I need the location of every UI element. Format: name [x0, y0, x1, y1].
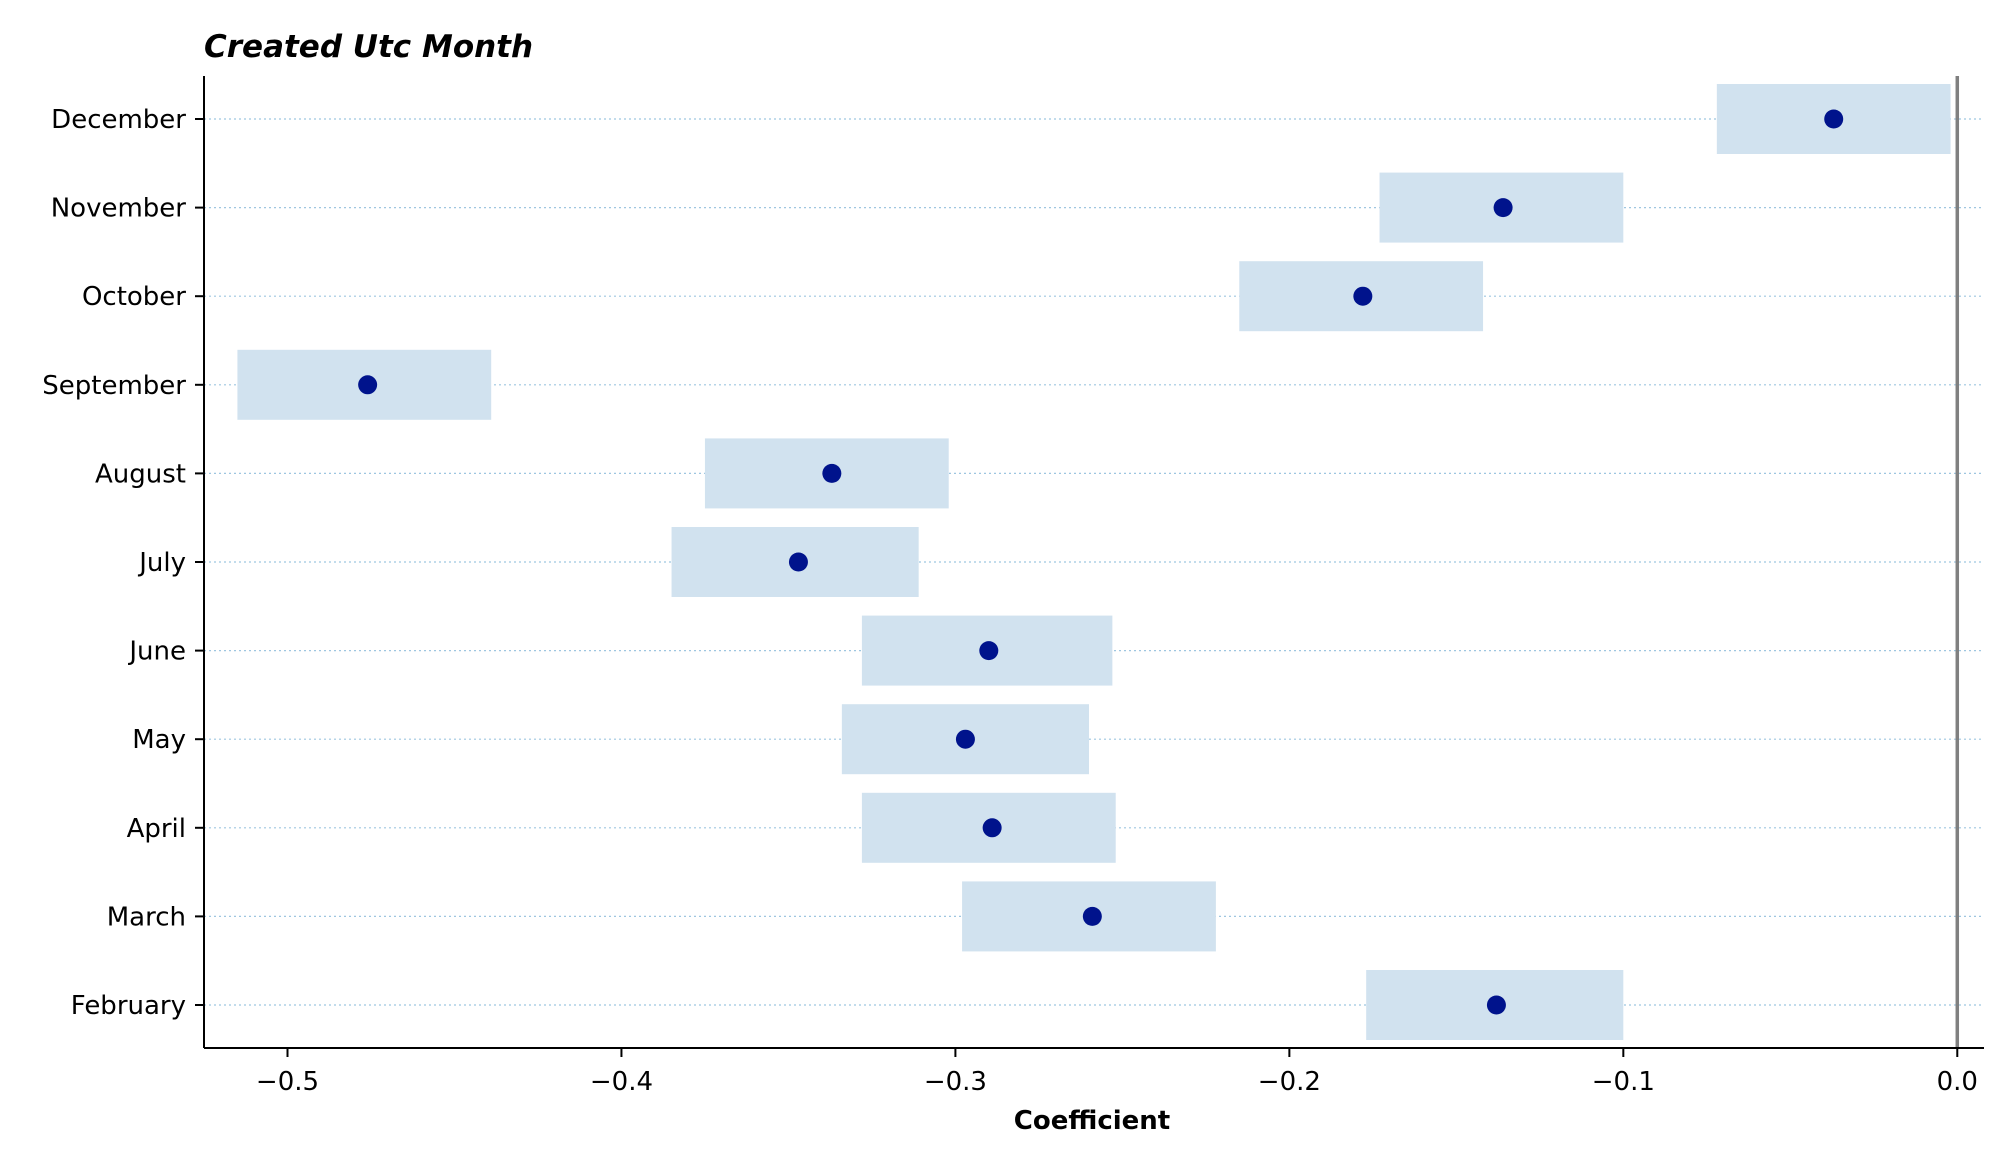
grid-layer [204, 118, 1984, 1006]
x-ticks: −0.5 −0.4 −0.3 −0.2 −0.1 0.0 [256, 1048, 1978, 1097]
x-tick-label: −0.4 [590, 1067, 653, 1097]
y-tick-label: May [132, 725, 186, 755]
x-tick-label: −0.2 [1258, 1067, 1321, 1097]
coefficient-point [1082, 906, 1102, 926]
x-tick-label: −0.1 [1592, 1067, 1655, 1097]
y-tick-label: March [107, 902, 186, 932]
coefficient-point [1486, 995, 1506, 1015]
y-tick-label: September [42, 371, 186, 401]
y-tick-label: November [51, 194, 187, 224]
y-tick-label: October [82, 282, 186, 312]
point-layer [358, 109, 1844, 1015]
coefficient-point [822, 463, 842, 483]
coefficient-point [358, 375, 378, 395]
coefficient-point [955, 729, 975, 749]
coefficient-point [979, 641, 999, 661]
y-tick-label: June [127, 637, 186, 667]
chart-title: Created Utc Month [204, 29, 533, 65]
y-tick-label: December [51, 105, 186, 135]
y-tick-label: February [71, 991, 186, 1021]
x-axis-label: Coefficient [1014, 1106, 1170, 1136]
y-tick-label: August [95, 459, 186, 489]
coefficient-point [1824, 109, 1844, 129]
coefficient-point [982, 818, 1002, 838]
coefficient-point [1353, 286, 1373, 306]
y-tick-label: April [127, 814, 186, 844]
x-tick-label: −0.5 [256, 1067, 319, 1097]
coefficient-point [1493, 198, 1513, 218]
coefficient-point [788, 552, 808, 572]
x-tick-label: 0.0 [1937, 1067, 1978, 1097]
x-tick-label: −0.3 [924, 1067, 987, 1097]
y-tick-label: July [137, 548, 186, 578]
y-ticks: December November October September August Ju… [42, 105, 204, 1021]
